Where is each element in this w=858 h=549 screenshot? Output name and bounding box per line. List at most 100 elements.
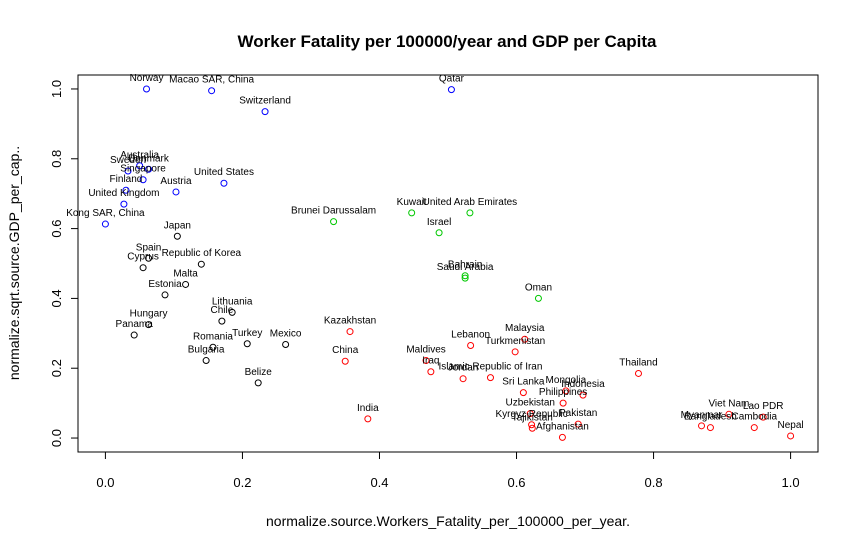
point-label: Bangladesh [684,412,737,423]
data-point [130,331,138,339]
data-point [122,186,130,194]
point-label: Turkmenistan [485,336,545,347]
data-point [173,232,181,240]
data-point [459,375,467,383]
point-label: Qatar [439,74,465,85]
point-label: Israel [427,217,451,228]
point-label: Uzbekistan [505,398,554,409]
data-point [447,86,455,94]
y-tick-label: 0.8 [49,150,64,168]
point-label: Austria [160,176,192,187]
point-label: Chile [210,305,233,316]
point-label: Lithuania [212,296,253,307]
point-label: Romania [193,331,233,342]
point-label: Kong SAR, China [66,208,145,219]
data-point [725,410,733,418]
data-point [759,413,767,421]
point-label: Myanmar [681,410,723,421]
y-tick-label: 0.2 [49,359,64,377]
data-point [220,179,228,187]
point-label: Cambodia [731,412,777,423]
point-label: Saudi Arabia [437,262,494,273]
point-label: United States [194,167,254,178]
point-label: Pakistan [559,408,597,419]
data-point [467,342,475,350]
x-tick-label: 0.8 [645,475,663,490]
point-label: Islamic Republic of Iran [439,362,543,373]
data-point [461,272,469,280]
point-label: Sri Lanka [502,377,545,388]
point-label: Norway [130,73,164,84]
data-point [136,162,144,170]
data-point [143,85,151,93]
point-label: Lebanon [451,330,490,341]
data-point [521,335,529,343]
point-label: Denmark [128,153,170,164]
data-point [139,176,147,184]
point-label: India [357,403,379,414]
data-point [579,391,587,399]
point-label: Hungary [130,309,168,320]
data-point [511,348,519,356]
data-point [120,200,128,208]
point-label: Viet Nam [708,398,749,409]
data-point [559,399,567,407]
point-label: Switzerland [239,96,291,107]
point-label: Estonia [148,279,182,290]
data-point [408,209,416,217]
point-label: Maldives [406,345,445,356]
data-point [528,421,536,429]
point-label: Spain [136,242,162,253]
data-point [202,357,210,365]
point-label: Jordan [448,363,479,374]
point-label: Singapore [120,164,166,175]
data-point [208,87,216,95]
data-points [101,85,795,441]
data-point [282,340,290,348]
point-label: United Kingdom [88,188,159,199]
data-point [750,424,758,432]
data-point [341,357,349,365]
data-point [706,424,714,432]
data-point [172,188,180,196]
point-label: Nepal [778,420,804,431]
data-point [634,369,642,377]
x-tick-label: 0.0 [96,475,114,490]
point-label: Macao SAR, China [169,75,254,86]
data-point [519,389,527,397]
point-label: Japan [164,220,191,231]
data-point [534,294,542,302]
x-tick-label: 0.4 [370,475,388,490]
y-tick-label: 0.0 [49,429,64,447]
data-point [466,209,474,217]
point-labels: Norway Macao SAR, China Qatar Switzerland Au… [66,73,803,432]
data-point [558,433,566,441]
point-label: Malta [173,268,198,279]
data-point [562,387,570,395]
data-point [182,280,190,288]
point-label: Brunei Darussalam [291,206,376,217]
point-label: Mexico [270,328,302,339]
data-point [101,220,109,228]
point-label: Belize [245,367,273,378]
data-point [486,374,494,382]
point-label: Bulgaria [188,345,225,356]
point-label: United Arab Emirates [423,197,518,208]
point-label: Cyprus [127,252,159,263]
data-point [145,321,153,329]
point-label: Tajikistan [512,412,553,423]
y-axis-label: normalize.sqrt.source.GDP_per_cap.. [6,146,22,380]
data-point [435,229,443,237]
point-label: Mongolia [546,375,587,386]
point-label: Oman [525,282,552,293]
data-point [330,218,338,226]
x-tick-label: 0.6 [507,475,525,490]
x-tick-label: 0.2 [233,475,251,490]
point-label: Malaysia [505,323,545,334]
point-label: China [332,345,359,356]
data-point [526,410,534,418]
y-tick-label: 1.0 [49,80,64,98]
data-point [346,328,354,336]
y-tick-label: 0.6 [49,220,64,238]
